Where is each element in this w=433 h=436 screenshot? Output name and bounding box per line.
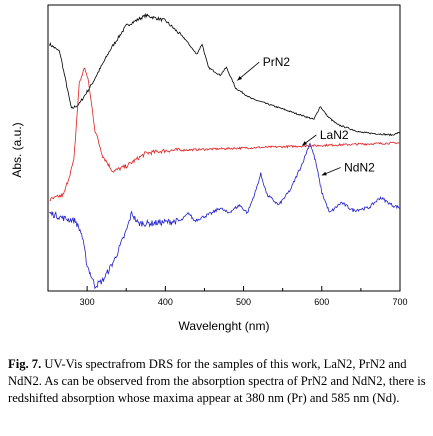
series-annotations: PrN2 LaN2 NdN2 [237,55,375,176]
series-line-ndn2 [49,142,401,290]
label-arrowhead-prn2 [237,75,243,81]
x-axis-title: Wavelenght (nm) [179,319,270,333]
chart-plot: 300 400 500 600 700 PrN2 LaN2 NdN2 Wavelenght … [10,4,408,333]
figure-caption: Fig. 7. UV-Vis spectrafrom DRS for the s… [8,356,426,407]
y-axis-title: Abs. (a.u.) [10,122,24,177]
plot-frame [47,4,401,292]
label-arrowhead-ndn2 [321,171,327,176]
series-group [49,12,401,290]
series-line-lan2 [49,67,401,202]
series-line-prn2 [49,12,401,137]
x-tick-label: 700 [392,297,407,307]
x-ticks: 300 400 500 600 700 [47,286,408,307]
x-tick-label: 300 [80,297,95,307]
series-label-prn2: PrN2 [263,55,291,69]
label-arrow-prn2 [237,61,260,81]
figure-number: Fig. 7. [8,357,42,371]
x-tick-label: 500 [236,297,251,307]
x-tick-label: 400 [158,297,173,307]
series-label-lan2: LaN2 [320,128,349,142]
label-arrowhead-lan2 [302,141,308,146]
series-label-ndn2: NdN2 [344,161,375,175]
caption-text: UV-Vis spectrafrom DRS for the samples o… [8,357,426,405]
x-tick-label: 600 [314,297,329,307]
